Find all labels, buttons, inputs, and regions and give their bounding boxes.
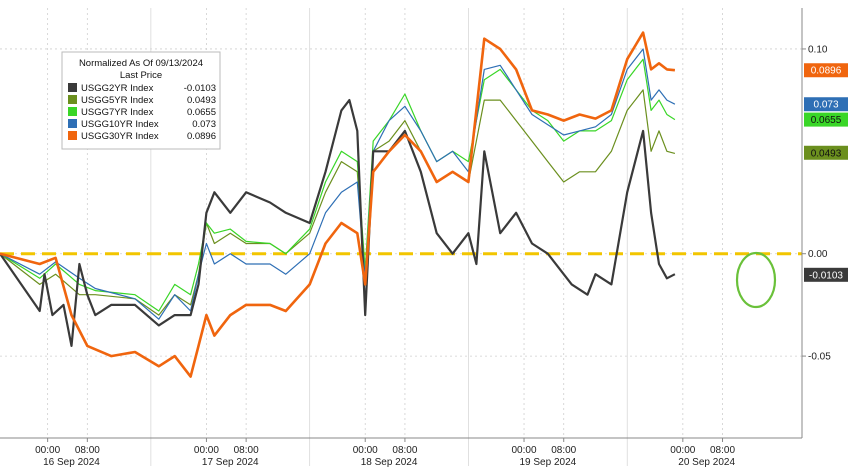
y-tick-label: 0.10 (808, 44, 828, 55)
x-date-label: 18 Sep 2024 (361, 457, 418, 468)
last-value-label: 0.0896 (811, 66, 842, 77)
last-value-label: 0.0493 (811, 148, 842, 159)
x-date-label: 20 Sep 2024 (678, 457, 735, 468)
legend-series-value: 0.0655 (187, 107, 216, 118)
legend-series-value: 0.0493 (187, 95, 216, 106)
y-tick-label: 0.00 (808, 249, 828, 260)
axes (0, 8, 803, 439)
x-tick-label: 08:00 (710, 445, 735, 456)
y-tick-label: -0.05 (808, 352, 831, 363)
last-value-label: 0.0655 (811, 115, 842, 126)
legend-swatch (68, 107, 77, 116)
legend-series-name: USGG2YR Index (81, 83, 154, 94)
x-tick-label: 08:00 (551, 445, 576, 456)
legend-swatch (68, 95, 77, 104)
legend-items: USGG2YR Index -0.0103 USGG5YR Index 0.0493 U… (68, 83, 216, 142)
legend-title: Normalized As Of 09/13/2024 (79, 58, 203, 69)
legend-series-value: 0.0896 (187, 131, 216, 142)
last-value-tag (804, 63, 848, 78)
legend-swatch (68, 83, 77, 92)
x-axis-ticks: 00:00 08:00 00:00 08:00 00:00 08:00 00:00 08:00… (35, 438, 735, 468)
series-line-usgg2yr (0, 99, 676, 347)
legend-series-name: USGG10YR Index (81, 119, 159, 130)
x-date-label: 19 Sep 2024 (519, 457, 576, 468)
highlight-circle (735, 251, 777, 309)
last-value-label: -0.0103 (809, 270, 843, 281)
x-tick-label: 00:00 (35, 445, 60, 456)
x-date-label: 16 Sep 2024 (43, 457, 100, 468)
series-lines (0, 31, 676, 378)
series-line-usgg7yr (0, 58, 676, 312)
legend-series-value: -0.0103 (184, 83, 216, 94)
legend: Normalized As Of 09/13/2024 Last Price U… (61, 51, 221, 150)
legend-swatch (68, 131, 77, 140)
x-tick-label: 00:00 (194, 445, 219, 456)
last-value-tag (804, 267, 848, 282)
last-value-tag (804, 112, 848, 127)
x-tick-label: 00:00 (670, 445, 695, 456)
y-axis-ticks: 0.10 0.00 -0.05 (802, 44, 831, 363)
legend-subtitle: Last Price (120, 70, 162, 81)
x-tick-label: 00:00 (512, 445, 537, 456)
legend-box (61, 51, 221, 150)
legend-series-name: USGG30YR Index (81, 131, 159, 142)
last-value-tag (804, 145, 848, 160)
legend-series-name: USGG7YR Index (81, 107, 154, 118)
x-tick-label: 00:00 (353, 445, 378, 456)
legend-series-value: 0.073 (192, 119, 216, 130)
green-circle-annotation (735, 251, 777, 309)
last-value-label: 0.073 (813, 100, 838, 111)
last-value-tag (804, 97, 848, 112)
x-tick-label: 08:00 (392, 445, 417, 456)
series-line-usgg30yr (0, 31, 676, 378)
x-tick-label: 08:00 (234, 445, 259, 456)
x-tick-label: 08:00 (75, 445, 100, 456)
last-value-tags: 0.0896 0.073 0.0655 0.0493 -0.0103 (804, 63, 848, 282)
legend-series-name: USGG5YR Index (81, 95, 154, 106)
x-date-label: 17 Sep 2024 (202, 457, 259, 468)
legend-swatch (68, 119, 77, 128)
